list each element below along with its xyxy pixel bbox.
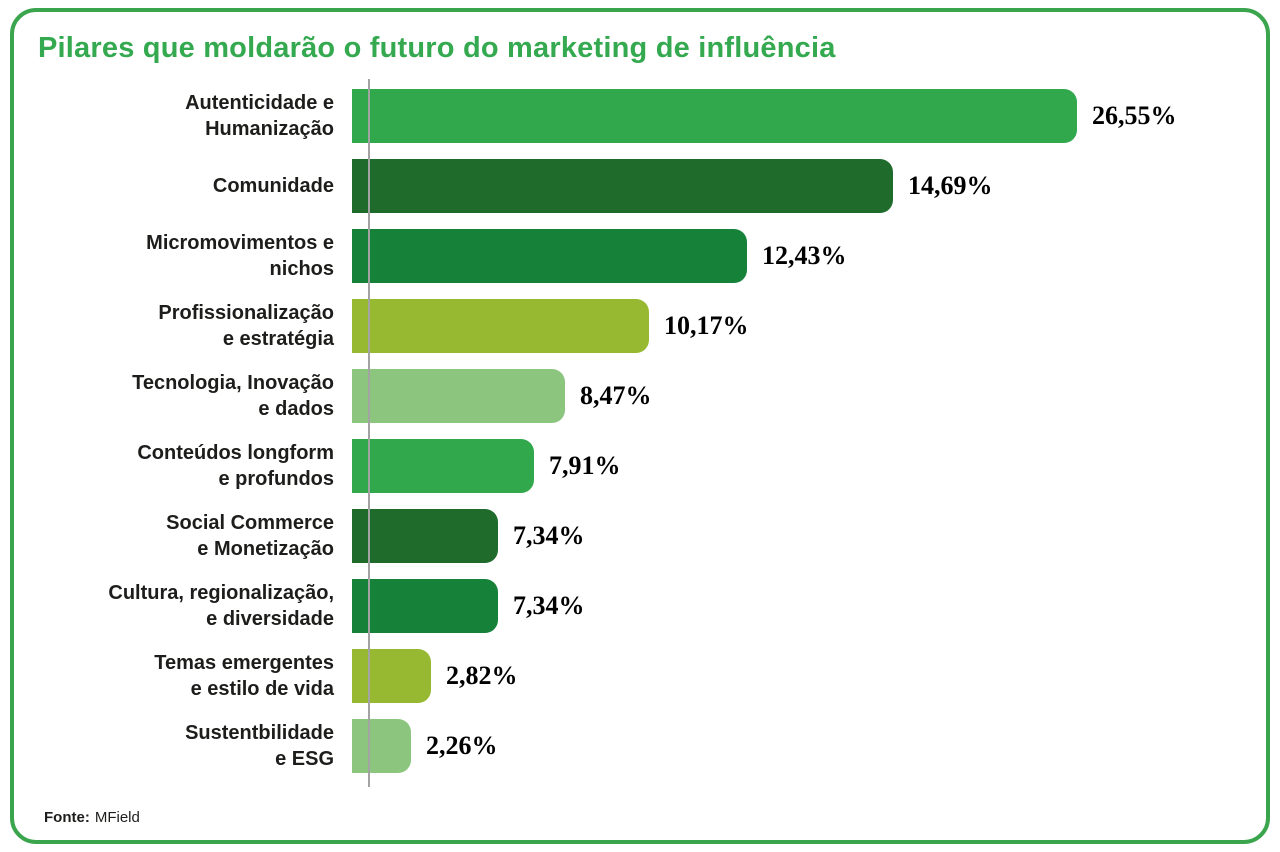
bar-area: 2,82% (352, 649, 1246, 703)
chart-row: Comunidade 14,69% (38, 151, 1246, 221)
bar-area: 7,34% (352, 579, 1246, 633)
chart-row: Cultura, regionalização, e diversidade 7,… (38, 571, 1246, 641)
chart-rows: Autenticidade e Humanização 26,55% Comunid… (38, 81, 1246, 781)
value-label: 26,55% (1092, 101, 1177, 130)
chart-row: Autenticidade e Humanização 26,55% (38, 81, 1246, 151)
y-axis-line (368, 79, 370, 787)
bar-area: 7,34% (352, 509, 1246, 563)
bar (352, 229, 747, 283)
chart-row: Temas emergentes e estilo de vida 2,82% (38, 641, 1246, 711)
bar (352, 509, 498, 563)
bar-area: 2,26% (352, 719, 1246, 773)
category-label: Tecnologia, Inovação e dados (132, 372, 334, 420)
category-label: Sustentbilidade e ESG (185, 722, 334, 770)
value-label: 2,82% (446, 661, 518, 690)
bar-area: 12,43% (352, 229, 1246, 283)
value-label: 12,43% (762, 241, 847, 270)
bar (352, 369, 565, 423)
chart-card: Pilares que moldarão o futuro do marketi… (10, 8, 1270, 844)
category-label: Comunidade (212, 175, 334, 197)
source-note: Fonte: MField (44, 809, 140, 826)
chart-row: Sustentbilidade e ESG 2,26% (38, 711, 1246, 781)
bar (352, 89, 1077, 143)
category-label: Social Commerce e Monetização (166, 512, 334, 560)
source-label: Fonte: (44, 809, 90, 826)
chart-title: Pilares que moldarão o futuro do marketi… (38, 32, 836, 64)
category-label: Profissionalização e estratégia (158, 302, 334, 350)
bar (352, 579, 498, 633)
value-label: 7,91% (549, 451, 621, 480)
bar-area: 14,69% (352, 159, 1246, 213)
chart-row: Tecnologia, Inovação e dados 8,47% (38, 361, 1246, 431)
chart-row: Conteúdos longform e profundos 7,91% (38, 431, 1246, 501)
value-label: 10,17% (664, 311, 749, 340)
bar (352, 159, 893, 213)
bar-area: 26,55% (352, 89, 1246, 143)
bar (352, 719, 411, 773)
value-label: 7,34% (513, 521, 585, 550)
category-label: Micromovimentos e nichos (146, 232, 334, 280)
category-label: Cultura, regionalização, e diversidade (108, 582, 334, 630)
value-label: 2,26% (426, 731, 498, 760)
category-label: Autenticidade e Humanização (185, 92, 334, 140)
bar (352, 439, 534, 493)
value-label: 14,69% (908, 171, 993, 200)
bar (352, 299, 649, 353)
chart-row: Social Commerce e Monetização 7,34% (38, 501, 1246, 571)
bar-area: 10,17% (352, 299, 1246, 353)
value-label: 8,47% (580, 381, 652, 410)
category-label: Temas emergentes e estilo de vida (154, 652, 334, 700)
bar (352, 649, 431, 703)
source-value: MField (94, 809, 140, 826)
bar-chart: Autenticidade e Humanização 26,55% Comunid… (38, 79, 1246, 787)
chart-row: Micromovimentos e nichos 12,43% (38, 221, 1246, 291)
bar-area: 7,91% (352, 439, 1246, 493)
chart-row: Profissionalização e estratégia 10,17% (38, 291, 1246, 361)
category-label: Conteúdos longform e profundos (137, 442, 334, 490)
value-label: 7,34% (513, 591, 585, 620)
bar-area: 8,47% (352, 369, 1246, 423)
